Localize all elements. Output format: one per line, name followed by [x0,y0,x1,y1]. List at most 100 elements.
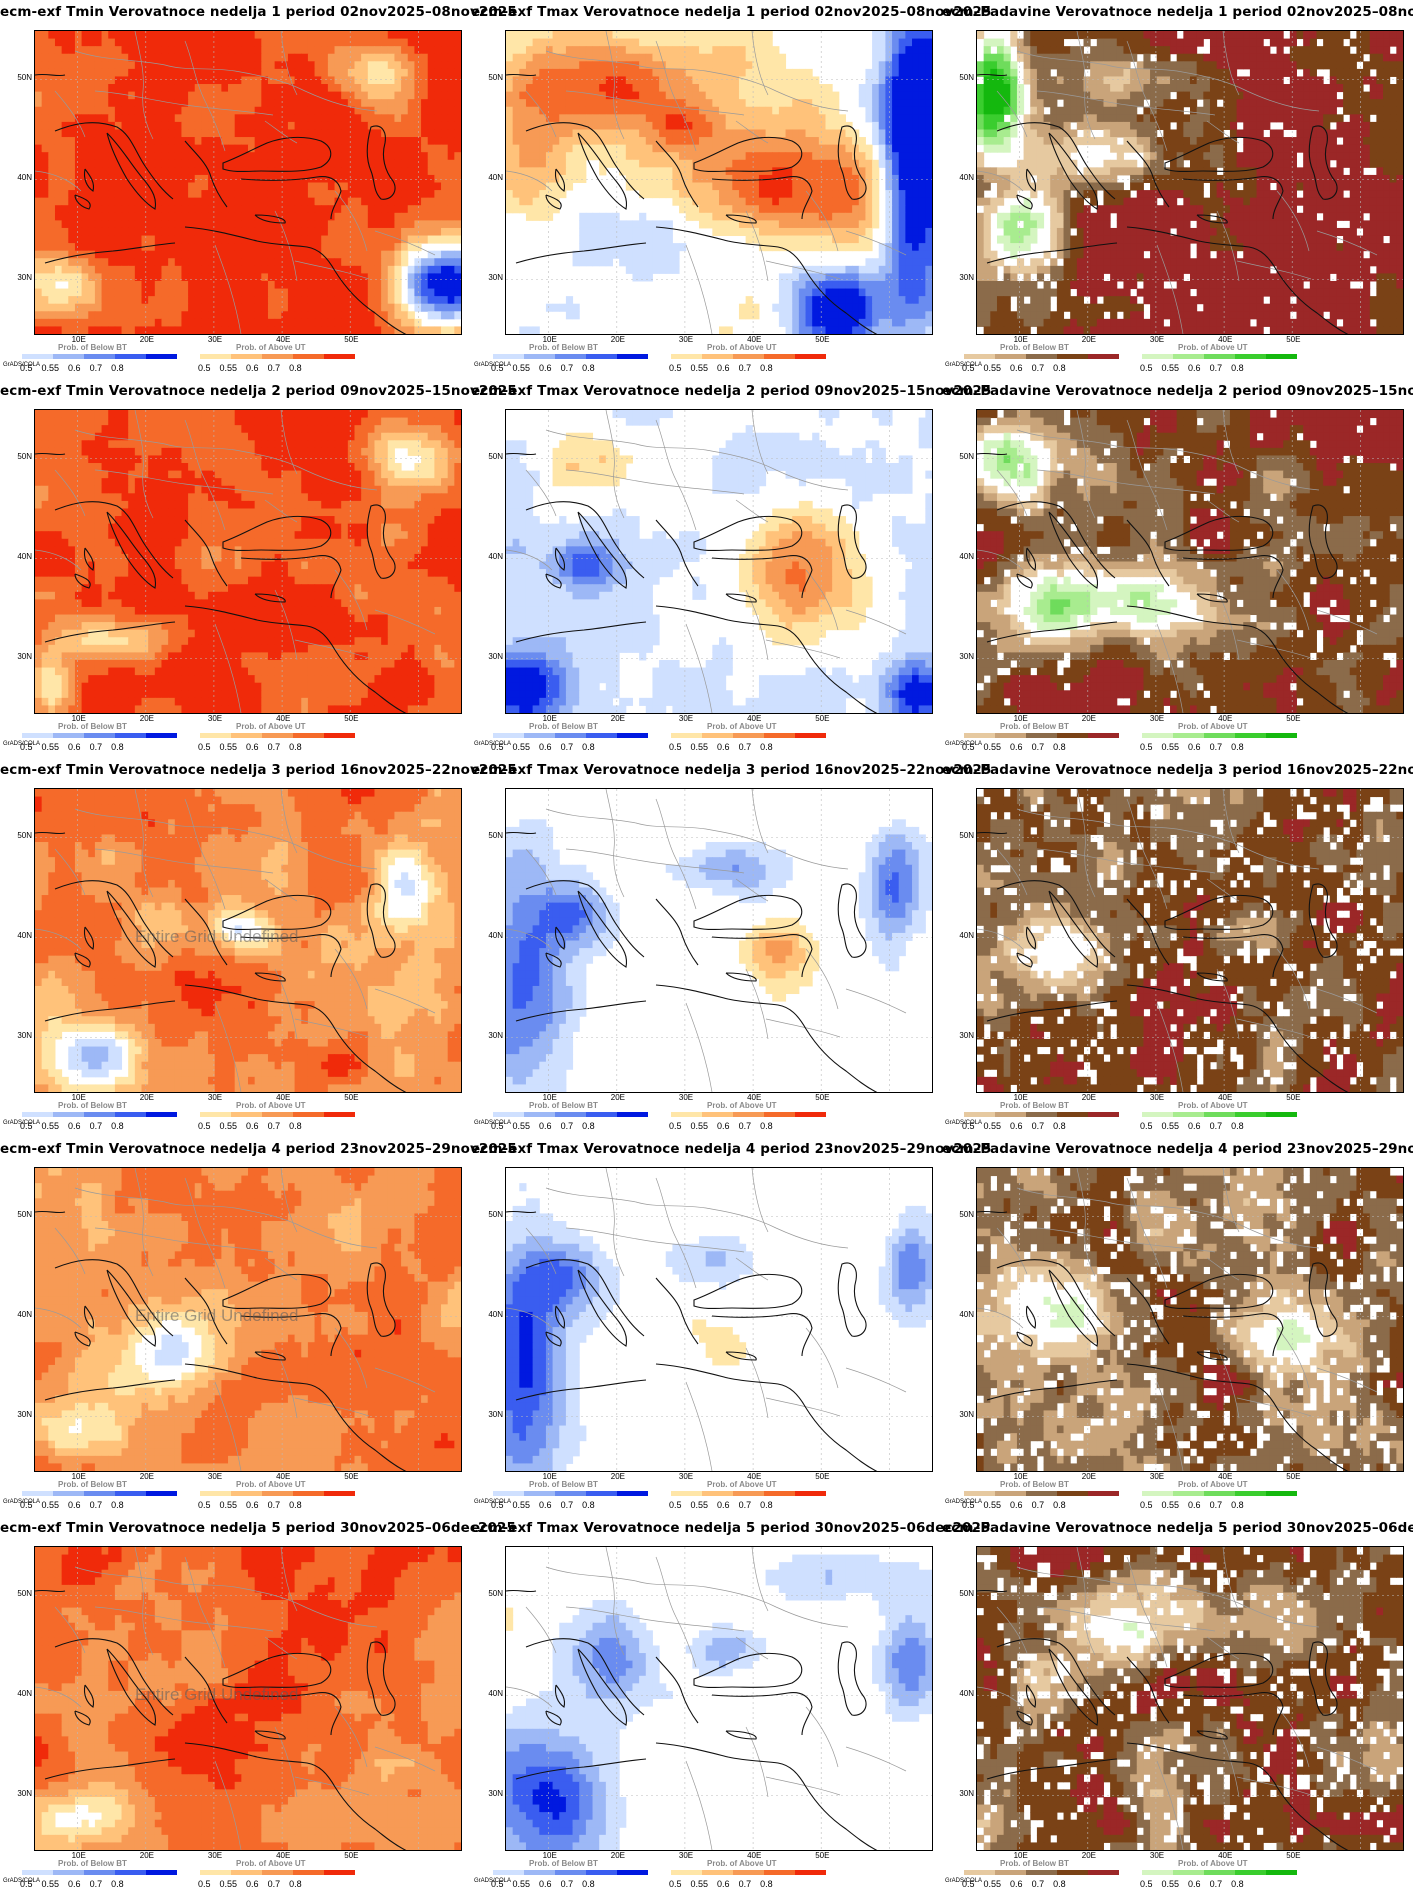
grid-cell [454,227,461,237]
grid-cell [48,280,56,290]
grid-cell [421,174,429,183]
legend-swatch [764,354,795,359]
grid-cell [208,31,216,40]
grid-cell [307,273,316,282]
grid-cell [1256,46,1264,55]
grid-cell [314,273,322,282]
grid-cell [892,53,900,62]
grid-cell [174,182,182,191]
grid-cell [712,114,720,123]
grid-cell [234,99,242,108]
grid-cell [552,46,560,55]
grid-cell [168,91,176,100]
grid-cell [154,159,162,168]
grid-cell [148,288,156,297]
grid-cell [74,46,83,55]
grid-cell [898,53,906,62]
grid-cell [361,76,369,85]
grid-cell [427,280,435,290]
grid-cell [1196,68,1204,77]
grid-cell [552,121,560,130]
grid-cell [148,61,156,70]
grid-cell [1056,53,1065,62]
grid-cell [48,318,56,327]
legend-swatch [586,354,617,359]
grid-cell [685,174,693,183]
grid-cell [241,250,249,259]
grid-cell [381,38,389,47]
grid-cell [705,121,713,130]
grid-cell [194,311,202,320]
grid-cell [248,159,256,168]
grid-cell [645,91,653,100]
grid-cell [141,152,149,161]
grid-cell [208,296,216,305]
grid-cell [447,235,455,244]
grid-cell [228,106,236,115]
grid-cell [1190,61,1198,70]
legend-swatch [617,354,648,359]
grid-cell [1263,61,1271,70]
grid-cell [301,144,309,153]
grid-cell [512,190,520,199]
grid-cell [194,174,202,183]
grid-cell [898,129,906,138]
grid-cell [154,53,162,62]
grid-cell [267,220,276,229]
country-border [264,120,298,144]
grid-cell [865,174,873,183]
grid-cell [925,311,932,320]
grid-cell [878,288,886,297]
grid-cell [772,91,780,100]
grid-cell [321,326,329,334]
grid-cell [532,91,540,100]
grid-cell [1016,46,1025,55]
grid-cell [307,197,316,206]
grid-cell [692,144,700,153]
grid-cell [441,106,449,115]
grid-cell [852,288,860,297]
country-border [525,90,557,138]
grid-cell [925,205,932,214]
grid-cell [685,38,693,47]
grid-cell [918,144,926,153]
grid-cell [181,38,189,47]
grid-cell [798,76,807,85]
grid-cell [274,31,282,40]
grid-cell [54,235,63,244]
grid-cell [154,265,162,274]
grid-cell [792,243,800,252]
grid-cell [81,303,89,312]
grid-cell [719,114,727,123]
grid-cell [68,280,76,290]
grid-cell [154,91,162,100]
grid-cell [925,152,932,161]
grid-cell [321,174,329,183]
grid-cell [705,46,713,55]
grid-cell [632,38,640,47]
grid-cell [267,235,276,244]
grid-cell [818,190,826,199]
grid-cell [401,31,409,40]
grid-cell [361,265,369,274]
grid-cell [632,174,640,183]
grid-cell [652,265,660,274]
grid-cell [559,121,567,130]
grid-cell [1276,84,1284,93]
grid-cell [765,205,773,214]
grid-cell [778,182,787,191]
forecast-map [505,30,933,335]
legend-swatch [733,354,764,359]
grid-cell [334,235,342,244]
grid-cell [506,205,514,214]
grid-cell [35,53,43,62]
grid-cell [772,46,780,55]
legend-tick: 0.5 [491,363,504,373]
grid-cell [1303,38,1311,47]
grid-cell [168,144,176,153]
grid-cell [108,137,116,146]
grid-cell [81,61,89,70]
grid-cell [898,212,906,221]
grid-cell [221,174,229,183]
grid-cell [838,280,846,290]
